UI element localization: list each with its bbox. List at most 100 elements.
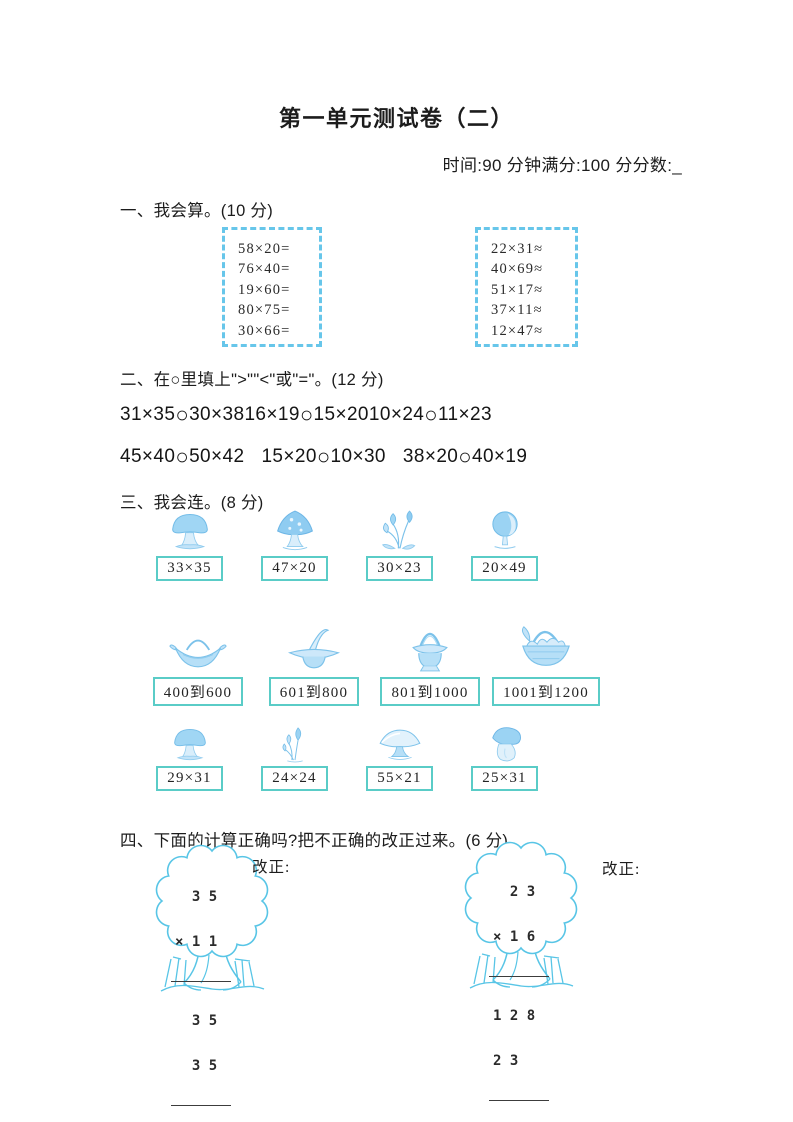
- match-cell: 30×23: [347, 508, 452, 581]
- match-row-products-top: 33×35 47×20 30×23 20×49: [137, 508, 557, 581]
- right-expression: 30×38: [189, 404, 245, 425]
- wide-mushroom-icon: [375, 726, 425, 764]
- left-expression: 38×20: [402, 446, 459, 467]
- match-label: 30×23: [366, 556, 433, 581]
- chunky-mushroom-icon: [482, 724, 528, 764]
- answer-circle: ○: [424, 402, 438, 427]
- calc-line: 1 2 8: [493, 1008, 536, 1024]
- match-cell: 601到800: [256, 620, 372, 706]
- exact-calc-box: 58×20= 76×40= 19×60= 80×75= 30×66=: [222, 227, 322, 347]
- match-label: 25×31: [471, 766, 538, 791]
- comparison-item: 38×20○40×19: [402, 444, 528, 469]
- match-cell: 33×35: [137, 508, 242, 581]
- calc-line: 2 3: [493, 884, 536, 900]
- right-expression: 10×30: [330, 446, 386, 467]
- left-expression: 15×20: [261, 446, 317, 467]
- left-expression: 45×40: [120, 446, 176, 467]
- match-label: 24×24: [261, 766, 328, 791]
- equation: 40×69≈: [491, 261, 544, 278]
- right-expression: 50×42: [189, 446, 245, 467]
- right-expression: 11×23: [437, 404, 492, 425]
- calc-rule: [489, 976, 549, 977]
- section4-heading: 四、下面的计算正确吗?把不正确的改正过来。(6 分): [120, 832, 509, 850]
- correction-label-2: 改正:: [602, 861, 641, 878]
- answer-circle: ○: [299, 402, 314, 427]
- woven-basket-icon: [515, 621, 577, 675]
- calc-rule: [171, 1105, 231, 1106]
- mushroom-icon: [164, 508, 216, 554]
- match-label: 601到800: [268, 677, 360, 706]
- match-label: 33×35: [156, 556, 223, 581]
- sprouts-icon: [272, 724, 318, 764]
- match-label: 55×21: [366, 766, 433, 791]
- match-label: 400到600: [152, 677, 244, 706]
- match-cell: 25×31: [452, 724, 557, 791]
- left-expression: 10×24: [368, 404, 425, 425]
- match-label: 47×20: [261, 556, 328, 581]
- section1-heading: 一、我会算。(10 分): [120, 202, 274, 220]
- hat-basket-icon: [284, 623, 344, 675]
- calc-rule: [489, 1100, 549, 1101]
- equation: 22×31≈: [491, 241, 544, 257]
- match-cell: 1001到1200: [488, 620, 604, 706]
- comparison-item: 45×40○50×42: [120, 444, 245, 469]
- tiered-basket-icon: [400, 620, 460, 675]
- answer-circle: ○: [458, 444, 472, 469]
- comparison-item: 15×20○10×30: [261, 444, 386, 469]
- match-row-ranges: 400到600 601到800 801到1000 1001到1200: [140, 620, 604, 706]
- comparison-line-2: 45×40○50×42 15×20○10×30 38×20○40×19: [120, 446, 544, 468]
- leaf-basket-icon: [168, 623, 228, 675]
- mushroom-icon: [167, 724, 213, 764]
- estimate-calc-box: 22×31≈ 40×69≈ 51×17≈ 37×11≈ 12×47≈: [475, 227, 578, 347]
- match-cell: 29×31: [137, 724, 242, 791]
- match-cell: 400到600: [140, 620, 256, 706]
- flower-cluster-icon: [374, 508, 426, 554]
- match-cell: 801到1000: [372, 620, 488, 706]
- equation: 30×66=: [238, 322, 291, 339]
- match-cell: 24×24: [242, 724, 347, 791]
- equation: 76×40=: [238, 261, 291, 278]
- comparison-item: 16×19○15×20: [244, 402, 369, 427]
- match-label: 29×31: [156, 766, 223, 791]
- match-label: 801到1000: [380, 677, 480, 706]
- left-expression: 16×19: [244, 404, 300, 425]
- calc-line: × 1 6: [493, 929, 536, 945]
- equation: 51×17≈: [491, 281, 544, 298]
- vertical-calculation-2: 2 3 × 1 6 1 2 8 2 3 3 5 8: [489, 855, 553, 1122]
- exam-meta: 时间:90 分钟满分:100 分分数:_: [442, 156, 682, 175]
- mushroom-dotted-icon: [269, 508, 321, 554]
- vertical-calculation-1: 3 5 × 1 1 3 5 3 5 7 0: [171, 860, 235, 1122]
- calc-rule: [171, 981, 231, 982]
- equation: 58×20=: [238, 241, 291, 257]
- equation: 12×47≈: [491, 322, 544, 339]
- calc-line: 3 5: [175, 1058, 218, 1074]
- comparison-item: 10×24○11×23: [368, 402, 492, 427]
- answer-circle: ○: [175, 444, 190, 469]
- equation: 19×60=: [238, 281, 291, 298]
- left-expression: 31×35: [120, 404, 176, 425]
- calc-line: × 1 1: [175, 934, 218, 950]
- page-title: 第一单元测试卷（二）: [278, 106, 514, 131]
- match-label: 1001到1200: [492, 677, 600, 706]
- match-row-products-bottom: 29×31 24×24 55×21 25×31: [137, 724, 557, 791]
- comparison-item: 31×35○30×38: [120, 402, 245, 427]
- round-tree-icon: [479, 508, 531, 554]
- comparison-line-1: 31×35○30×3816×19○15×2010×24○11×23: [120, 404, 492, 426]
- correction-label-1: 改正:: [252, 859, 291, 876]
- right-expression: 15×20: [313, 404, 369, 425]
- calc-line: 3 5: [175, 889, 218, 905]
- answer-circle: ○: [316, 444, 331, 469]
- match-cell: 20×49: [452, 508, 557, 581]
- section2-heading: 二、在○里填上">""<"或"="。(12 分): [120, 371, 384, 389]
- calc-line: 3 5: [175, 1013, 218, 1029]
- right-expression: 40×19: [471, 446, 528, 467]
- match-label: 20×49: [471, 556, 538, 581]
- section3-heading: 三、我会连。(8 分): [120, 494, 264, 512]
- match-cell: 55×21: [347, 724, 452, 791]
- equation: 37×11≈: [491, 302, 543, 319]
- answer-circle: ○: [175, 402, 190, 427]
- calc-line: 2 3: [493, 1053, 519, 1069]
- match-cell: 47×20: [242, 508, 347, 581]
- equation: 80×75=: [238, 302, 291, 319]
